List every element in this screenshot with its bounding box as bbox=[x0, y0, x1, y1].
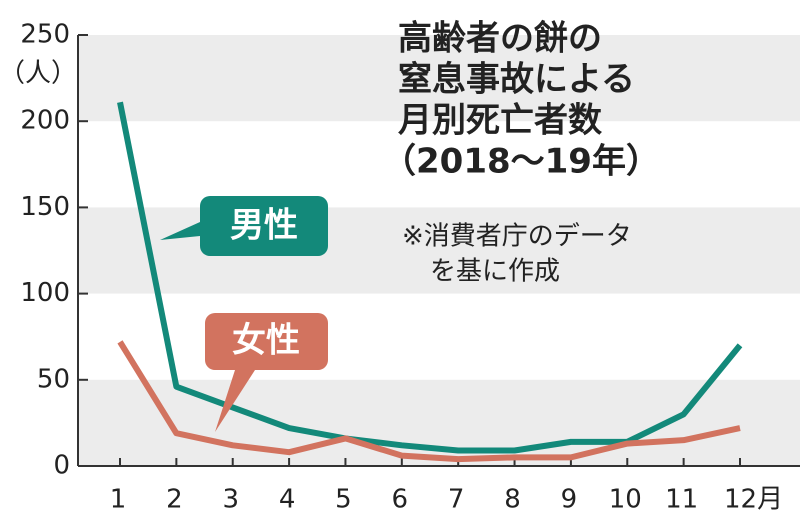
legend-male: 男性 bbox=[160, 196, 328, 256]
band bbox=[78, 35, 800, 122]
x-tick-label: 11 bbox=[665, 485, 698, 515]
legend-box bbox=[160, 196, 328, 256]
x-tick-label: 10 bbox=[609, 485, 642, 515]
y-tick-label: 50 bbox=[37, 364, 70, 394]
x-tick-label: 1 bbox=[110, 485, 127, 515]
x-tick-label: 7 bbox=[448, 485, 465, 515]
x-tick-label: 5 bbox=[335, 485, 352, 515]
y-tick-label: 200 bbox=[20, 106, 70, 136]
x-tick-label: 3 bbox=[222, 485, 239, 515]
x-tick-label: 12月 bbox=[724, 485, 783, 515]
legend-label: 女性 bbox=[232, 321, 300, 361]
plot-background bbox=[77, 34, 800, 467]
source-note: ※消費者庁のデータ bbox=[402, 222, 632, 252]
x-tick-label: 9 bbox=[561, 485, 578, 515]
series-line bbox=[117, 340, 741, 463]
legend-label: 男性 bbox=[230, 206, 298, 246]
x-tick-label: 8 bbox=[504, 485, 521, 515]
title-line: （2018〜19年） bbox=[382, 142, 660, 182]
y-axis-unit: （人） bbox=[0, 59, 77, 89]
title-line: 窒息事故による bbox=[398, 60, 635, 100]
title-line: 高齢者の餅の bbox=[398, 19, 602, 59]
x-tick-label: 2 bbox=[166, 485, 183, 515]
x-tick-label: 4 bbox=[279, 485, 296, 515]
y-tick-label: 250 bbox=[20, 20, 70, 50]
y-tick-label: 100 bbox=[20, 278, 70, 308]
legend-box bbox=[205, 313, 328, 432]
lines bbox=[117, 101, 743, 463]
x-tick-label: 6 bbox=[392, 485, 409, 515]
source-note: を基に作成 bbox=[430, 257, 560, 287]
title: 高齢者の餅の 窒息事故による 月別死亡者数 （2018〜19年） bbox=[382, 19, 660, 182]
legend-female: 女性 bbox=[205, 313, 328, 432]
y-tick-label: 150 bbox=[20, 192, 70, 222]
title-line: 月別死亡者数 bbox=[398, 101, 602, 141]
series-line bbox=[117, 101, 743, 454]
y-tick-label: 0 bbox=[53, 451, 70, 481]
band bbox=[78, 207, 800, 294]
